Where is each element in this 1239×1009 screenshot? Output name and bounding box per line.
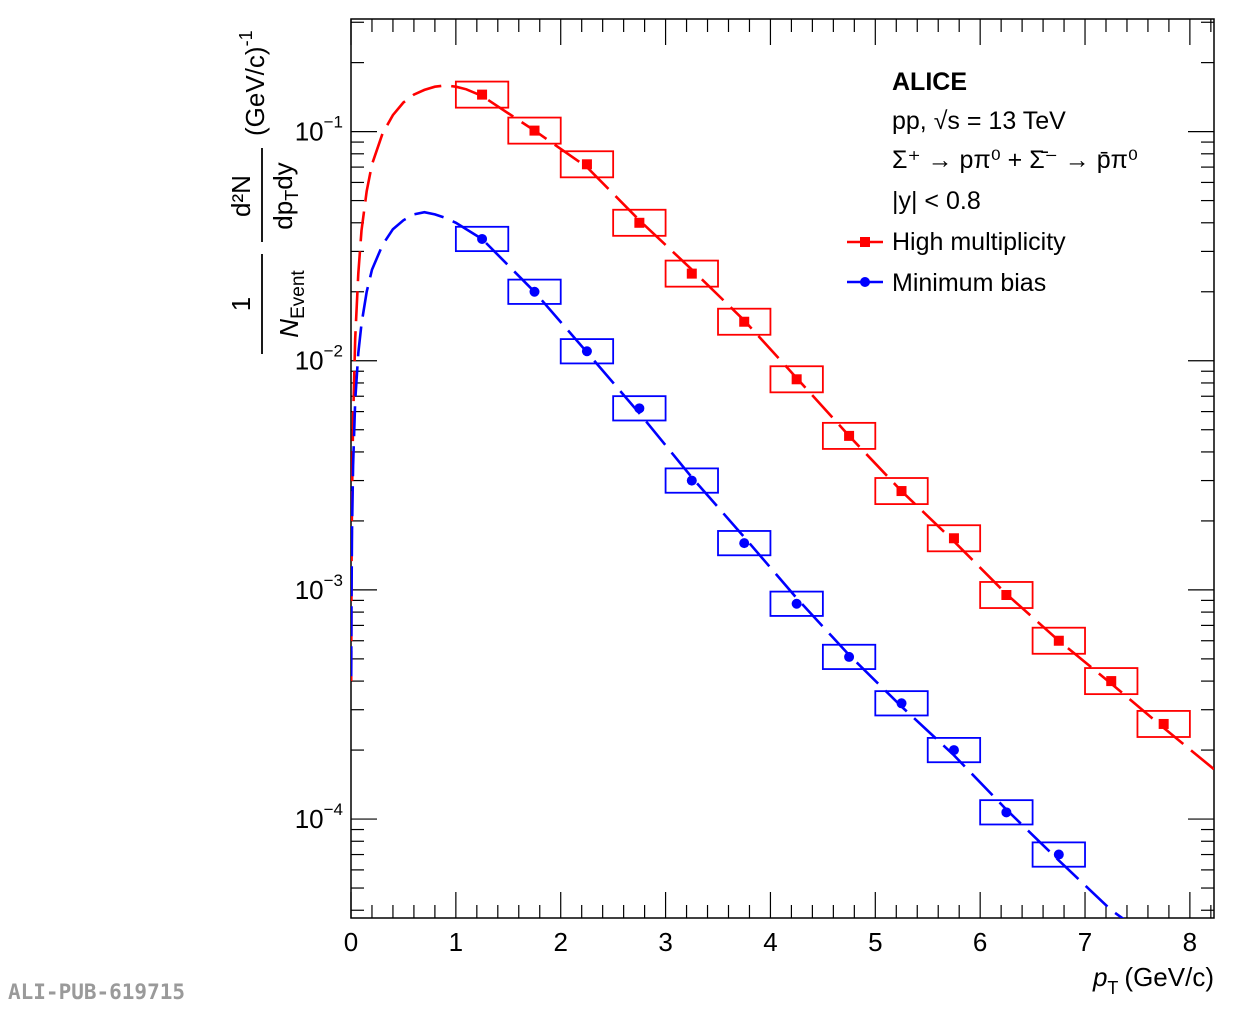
syst-box: [507, 278, 562, 305]
y-tick-label: 10−3: [295, 571, 343, 605]
x-tick-label: 5: [868, 927, 882, 957]
data-point: [529, 125, 540, 136]
syst-box: [874, 477, 929, 505]
syst-box: [769, 590, 824, 617]
syst-box: [559, 338, 615, 365]
syst-box: [874, 690, 929, 717]
legend-entry-high-multiplicity: High multiplicity: [847, 228, 1066, 256]
data-point: [1053, 849, 1064, 860]
syst-box: [454, 80, 510, 109]
syst-box: [664, 259, 719, 288]
syst-box: [612, 395, 667, 422]
syst-box: [821, 643, 877, 670]
data-point: [844, 651, 855, 662]
data-point: [634, 217, 645, 228]
legend-marker-circle: [860, 277, 870, 287]
y-tick-label: 10−1: [295, 113, 343, 147]
x-tick-label: 2: [553, 927, 567, 957]
legend: High multiplicity Minimum bias: [847, 228, 1066, 297]
syst-box: [1031, 841, 1086, 868]
data-point: [739, 538, 750, 549]
rapidity-label: |y| < 0.8: [892, 187, 981, 215]
data-point: [948, 533, 959, 544]
y-tick-label: 10−4: [295, 800, 343, 834]
data-point: [634, 403, 645, 414]
plot-frame: [350, 18, 1215, 919]
data-point: [1053, 635, 1064, 646]
series-minimum-bias: [351, 210, 1125, 918]
data-point: [529, 286, 540, 297]
x-tick-labels: 0 1 2 3 4 5 6 7 8: [344, 927, 1197, 957]
syst-box: [559, 150, 615, 179]
data-point: [581, 159, 592, 170]
y-title-one: 1: [226, 297, 256, 311]
decay-label: Σ⁺ → pπ⁰ + Σ̄⁻ → p̄π⁰: [892, 146, 1138, 174]
data-point: [1001, 590, 1012, 601]
data-point: [477, 89, 488, 100]
syst-box: [1031, 626, 1086, 655]
series-high-multiplicity: [351, 80, 1214, 771]
x-tick-label: 3: [658, 927, 672, 957]
x-tick-label: 4: [763, 927, 777, 957]
experiment-label: ALICE: [892, 68, 967, 96]
x-tick-label: 1: [449, 927, 463, 957]
legend-label-high-multiplicity: High multiplicity: [892, 228, 1066, 256]
syst-box: [821, 421, 877, 450]
data-point: [896, 486, 907, 497]
x-axis-title: pT (GeV/c): [1092, 962, 1214, 998]
x-tick-label: 0: [344, 927, 358, 957]
data-point: [948, 745, 959, 756]
syst-box: [664, 467, 719, 494]
data-point: [581, 346, 592, 357]
data-point: [791, 374, 802, 385]
data-point: [739, 316, 750, 327]
watermark: ALI-PUB-619715: [8, 980, 186, 1004]
syst-box: [612, 208, 667, 237]
syst-box: [1084, 667, 1139, 696]
x-tick-label: 7: [1078, 927, 1092, 957]
y-title-d2n: d²N: [226, 175, 256, 217]
y-title-dpt: dpTdy: [268, 162, 302, 229]
syst-box: [507, 116, 562, 145]
legend-entry-minimum-bias: Minimum bias: [847, 269, 1046, 297]
series-layer: [351, 80, 1214, 918]
data-point: [791, 598, 802, 609]
y-tick-labels: 10−1 10−2 10−3 10−4: [295, 113, 343, 834]
data-point: [1158, 718, 1169, 729]
syst-box: [926, 524, 982, 553]
system-label: pp, √s = 13 TeV: [892, 107, 1066, 135]
data-point: [477, 233, 488, 244]
syst-box: [979, 581, 1034, 609]
y-title-nevent: NEvent: [274, 270, 309, 338]
x-tick-label: 6: [973, 927, 987, 957]
syst-box: [926, 737, 982, 764]
syst-box: [717, 307, 772, 336]
y-axis-title: 1 NEvent d²N dpTdy (GeV/c)-1: [226, 30, 309, 354]
syst-box: [1136, 710, 1191, 738]
legend-marker-square: [860, 237, 870, 247]
y-title-unit: (GeV/c)-1: [236, 30, 270, 136]
syst-box: [454, 225, 510, 253]
y-tick-label: 10−2: [295, 342, 343, 376]
syst-box: [717, 530, 772, 557]
data-point: [844, 430, 855, 441]
data-point: [1001, 807, 1012, 818]
fit-curve: [351, 84, 1214, 771]
legend-label-minimum-bias: Minimum bias: [892, 269, 1046, 297]
data-point: [686, 475, 697, 486]
data-point: [896, 698, 907, 709]
data-point: [1106, 676, 1117, 687]
x-tick-label: 8: [1183, 927, 1197, 957]
syst-box: [769, 365, 824, 394]
syst-box: [979, 799, 1034, 826]
data-point: [686, 268, 697, 279]
